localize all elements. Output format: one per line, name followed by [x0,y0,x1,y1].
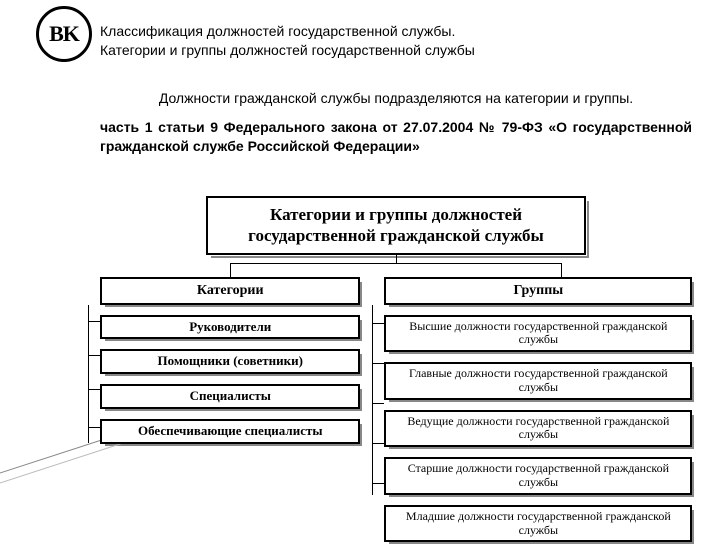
right-item: Младшие должности государственной гражда… [384,505,692,543]
diagram-root: Категории и группы должностей государств… [206,196,586,255]
logo: BK [36,6,92,62]
left-item: Специалисты [100,384,360,409]
right-item: Высшие должности государственной граждан… [384,315,692,353]
left-item: Обеспечивающие специалисты [100,419,360,444]
right-item: Старшие должности государственной гражда… [384,457,692,495]
right-column: Группы Высшие должности государственной … [384,277,692,552]
page-title-line1: Классификация должностей государственной… [100,22,692,41]
left-header: Категории [100,277,360,305]
logo-text: BK [49,21,79,47]
root-line1: Категории и группы должностей [220,204,572,225]
columns: Категории Руководители Помощники (советн… [100,277,692,552]
right-item: Ведущие должности государственной гражда… [384,410,692,448]
right-item: Главные должности государственной гражда… [384,362,692,400]
left-item: Руководители [100,315,360,340]
law-reference: часть 1 статьи 9 Федерального закона от … [100,118,692,156]
diagram: Категории и группы должностей государств… [100,196,692,552]
root-line2: государственной гражданской службы [220,225,572,246]
right-header: Группы [384,277,692,305]
left-item: Помощники (советники) [100,349,360,374]
left-column: Категории Руководители Помощники (советн… [100,277,360,552]
page-title-line2: Категории и группы должностей государств… [100,41,692,60]
text-content: Классификация должностей государственной… [100,22,692,156]
subtitle: Должности гражданской службы подразделяю… [100,90,692,106]
connector [100,255,692,277]
